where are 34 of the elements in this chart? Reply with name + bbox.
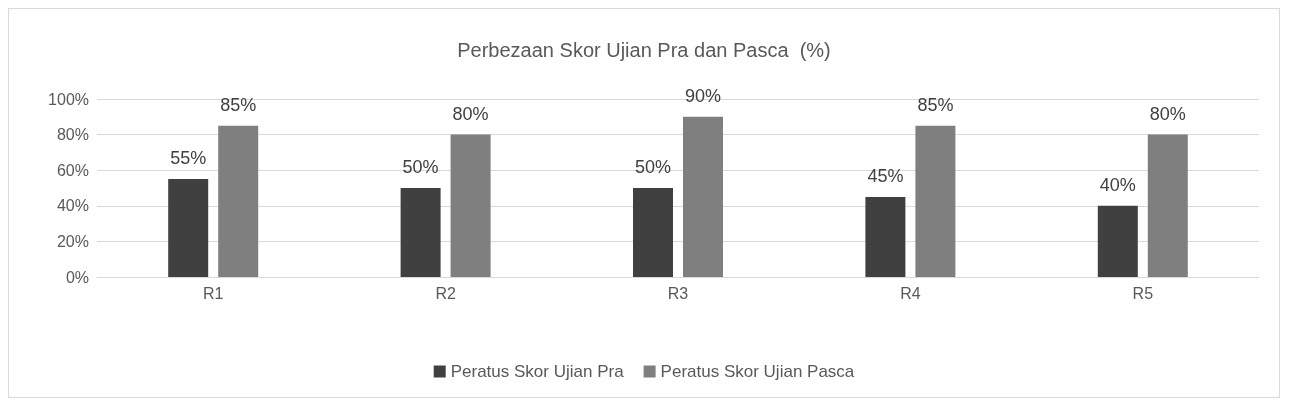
y-tick-label: 0% [65, 268, 89, 286]
data-label: 55% [170, 148, 207, 169]
legend-label: Peratus Skor Ujian Pra [450, 362, 625, 381]
x-tick-label: R1 [202, 284, 224, 302]
y-tick-label: 60% [56, 161, 89, 179]
data-label: 50% [402, 157, 439, 177]
bar [865, 196, 906, 277]
data-label: 85% [917, 94, 954, 115]
bar [218, 125, 259, 277]
x-tick-label: R2 [435, 284, 456, 302]
bar [1147, 134, 1188, 277]
y-tick-label: 40% [56, 197, 89, 215]
bar [168, 179, 209, 277]
bar [633, 188, 673, 277]
data-label: 45% [867, 165, 904, 186]
legend-label: Peratus Skor Ujian Pasca [660, 362, 855, 381]
data-label: 90% [684, 85, 722, 106]
data-label: 50% [634, 157, 672, 177]
data-label: 80% [1149, 103, 1186, 124]
data-label: 40% [1099, 174, 1136, 195]
x-tick-label: R3 [667, 284, 689, 302]
chart-title: Perbezaan Skor Ujian Pra dan Pasca (%) [457, 39, 831, 61]
bar [450, 134, 491, 277]
data-label: 80% [452, 103, 489, 124]
x-tick-label: R5 [1132, 284, 1154, 302]
data-label: 85% [220, 94, 257, 115]
y-tick-label: 20% [56, 232, 89, 250]
bar [683, 116, 723, 277]
x-tick-label: R4 [900, 284, 921, 302]
bar [915, 125, 956, 277]
bar [400, 188, 441, 277]
y-tick-label: 80% [56, 126, 89, 144]
y-tick-label: 100% [48, 90, 89, 108]
bar [1097, 205, 1138, 277]
